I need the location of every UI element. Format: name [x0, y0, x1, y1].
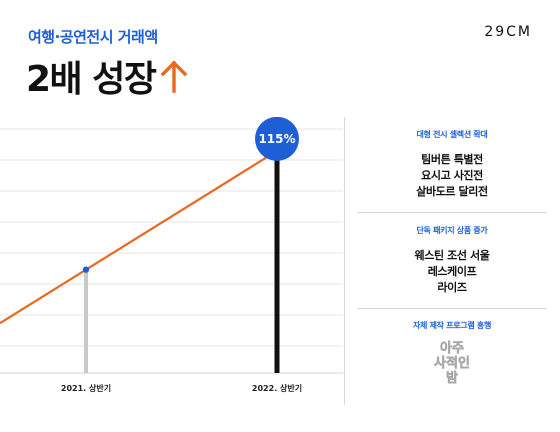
trend-line	[0, 153, 272, 325]
program-logo: 아주 사적인 밤	[358, 341, 546, 387]
section-title: 단독 패키지 상품 증가	[416, 226, 488, 235]
program-logo-line: 밤	[446, 371, 459, 387]
feature-section-2: 단독 패키지 상품 증가 웨스틴 조선 서울 레스케이프 라이즈	[358, 225, 546, 296]
list-item: 살바도르 달리전	[416, 185, 488, 198]
feature-section-3: 자체 제작 프로그램 흥행 아주 사적인 밤	[358, 320, 546, 386]
list-item: 팀버튼 특별전	[421, 153, 483, 166]
growth-badge-label: 115%	[258, 132, 295, 146]
feature-panel: 대형 전시 셀렉션 확대 팀버튼 특별전 요시고 사진전 살바도르 달리전 단독…	[358, 117, 546, 407]
headline: 2배 성장	[26, 50, 189, 102]
list-item: 웨스틴 조선 서울	[414, 249, 490, 262]
headline-text: 2배 성장	[26, 59, 157, 100]
x-tick-label: 2022. 상반기	[252, 383, 302, 393]
chart-canvas: 115% 2021. 상반기 2022. 상반기	[0, 116, 343, 393]
program-logo-line: 아주	[440, 341, 465, 357]
x-tick-label: 2021. 상반기	[61, 383, 111, 393]
program-logo-line: 사적인	[434, 356, 470, 372]
arrow-up-icon	[161, 60, 188, 93]
subtitle: 여행·공연전시 거래액	[28, 28, 158, 46]
brand-logo: 29CM	[484, 24, 532, 40]
data-point-2021	[82, 266, 90, 273]
list-item: 레스케이프	[427, 265, 477, 278]
growth-chart: 115% 2021. 상반기 2022. 상반기	[0, 116, 343, 407]
section-divider	[358, 308, 546, 309]
growth-badge	[255, 116, 299, 161]
section-title: 자체 제작 프로그램 흥행	[412, 321, 492, 330]
list-item: 라이즈	[437, 281, 467, 294]
panel-divider	[344, 117, 345, 405]
feature-section-1: 대형 전시 셀렉션 확대 팀버튼 특별전 요시고 사진전 살바도르 달리전	[358, 129, 546, 200]
section-title: 대형 전시 셀렉션 확대	[416, 130, 488, 139]
section-divider	[358, 212, 546, 213]
list-item: 요시고 사진전	[421, 169, 483, 182]
